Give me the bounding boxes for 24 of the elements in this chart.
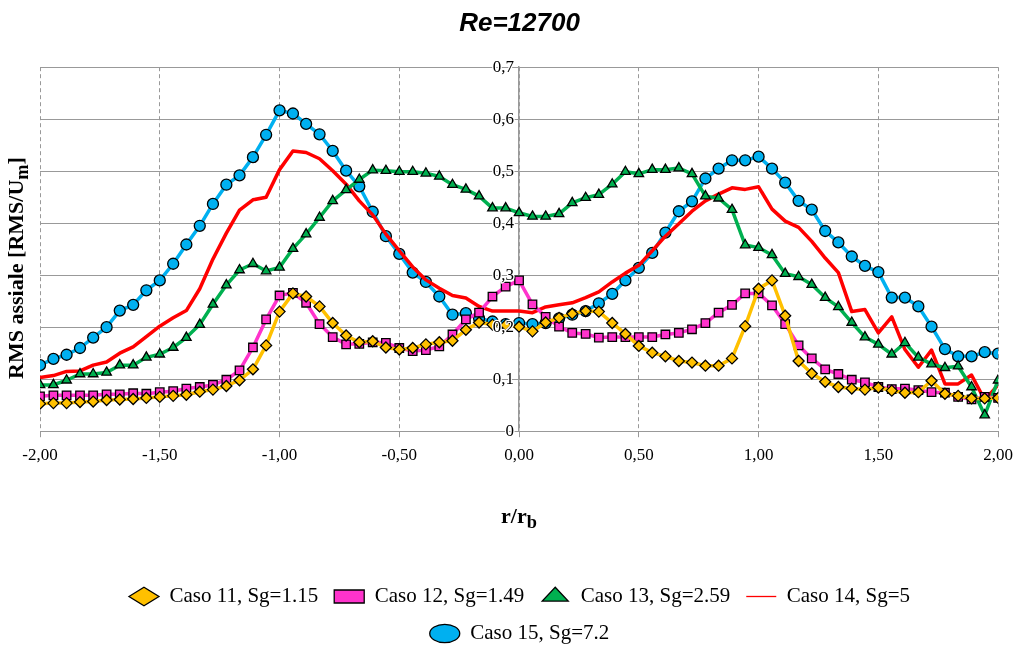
chart-title: Re=12700 <box>459 6 581 37</box>
y-tick-label: 0,3 <box>492 264 515 284</box>
legend-label: Caso 15, Sg=7.2 <box>470 620 610 645</box>
x-tick-label: -1,00 <box>261 444 298 464</box>
y-tick-label: 0,4 <box>492 212 515 232</box>
y-tick-label: 0,7 <box>492 56 515 76</box>
x-tick-label: 1,00 <box>743 444 774 464</box>
legend-label: Caso 11, Sg=1.15 <box>169 583 319 608</box>
y-tick-label: 0,2 <box>492 316 515 336</box>
legend-label: Caso 12, Sg=1.49 <box>374 583 525 608</box>
x-tick-label: -2,00 <box>22 444 58 464</box>
x-tick-label: -1,50 <box>142 444 178 464</box>
legend-label: Caso 13, Sg=2.59 <box>580 583 731 608</box>
y-tick-label: 0,5 <box>492 160 515 180</box>
y-tick-label: 0 <box>505 420 515 440</box>
x-tick-label: 2,00 <box>983 444 1013 464</box>
y-tick-label: 0,6 <box>492 108 515 128</box>
x-tick-label: 1,50 <box>863 444 894 464</box>
x-tick-label: 0,00 <box>504 444 534 464</box>
x-axis-title: r/r$_{b}$ <box>501 502 537 534</box>
y-tick-label: 0,1 <box>492 368 515 388</box>
legend-label: Caso 14, Sg=5 <box>786 583 911 608</box>
x-tick-label: 0,50 <box>623 444 654 464</box>
x-tick-label: -0,50 <box>381 444 418 464</box>
